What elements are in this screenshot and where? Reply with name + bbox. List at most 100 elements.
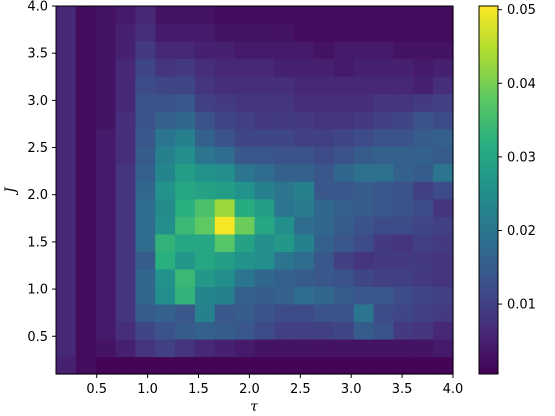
heatmap-cell	[314, 93, 335, 112]
heatmap-cell	[254, 321, 275, 340]
heatmap-cell	[214, 93, 236, 112]
heatmap-cell	[393, 198, 414, 217]
heatmap-cell	[214, 268, 236, 287]
heatmap-cell	[56, 58, 77, 77]
heatmap-cell	[333, 23, 355, 42]
heatmap-cell	[175, 76, 196, 95]
heatmap-cell	[393, 356, 414, 375]
heatmap-cell	[353, 146, 375, 165]
heatmap-cell	[95, 41, 117, 60]
heatmap-cell	[214, 146, 236, 165]
heatmap-cell	[393, 181, 414, 200]
heatmap-cell	[433, 356, 454, 375]
heatmap-cell	[274, 216, 295, 235]
heatmap-cell	[393, 338, 414, 358]
heatmap-cell	[433, 76, 454, 95]
x-tick-label: 1.5	[188, 382, 209, 397]
heatmap-cell	[194, 286, 216, 305]
heatmap-cell	[115, 198, 136, 217]
heatmap-cell	[175, 23, 196, 42]
heatmap-cell	[194, 303, 216, 323]
y-tick-label: 2.0	[27, 188, 48, 203]
heatmap-cell	[56, 146, 77, 165]
y-tick-label: 3.0	[27, 94, 48, 109]
heatmap-cell	[75, 58, 97, 77]
heatmap-cell	[194, 321, 216, 340]
heatmap-cell	[333, 163, 355, 182]
heatmap-cell	[413, 198, 434, 217]
heatmap-cell	[274, 128, 295, 147]
heatmap-cell	[135, 58, 156, 77]
heatmap-cell	[314, 146, 335, 165]
heatmap-cell	[433, 41, 454, 60]
heatmap-cell	[413, 286, 434, 305]
heatmap-cell	[373, 163, 395, 182]
heatmap-cell	[95, 181, 117, 200]
x-tick-label: 2.0	[239, 382, 260, 397]
heatmap-cell	[234, 286, 256, 305]
heatmap-cell	[194, 338, 216, 358]
heatmap-cell	[393, 23, 414, 42]
heatmap-cell	[135, 128, 156, 147]
heatmap-cell	[373, 338, 395, 358]
heatmap-cell	[294, 251, 315, 270]
heatmap-cell	[194, 23, 216, 42]
heatmap-cell	[413, 216, 434, 235]
heatmap-cell	[294, 181, 315, 200]
heatmap-cell	[314, 128, 335, 147]
heatmap-cell	[75, 321, 97, 340]
heatmap-cell	[135, 41, 156, 60]
heatmap-cell	[234, 163, 256, 182]
heatmap-cell	[234, 93, 256, 112]
heatmap-cell	[234, 6, 256, 25]
heatmap-cell	[56, 163, 77, 182]
heatmap-cell	[294, 321, 315, 340]
heatmap-cell	[353, 233, 375, 252]
heatmap-cell	[333, 356, 355, 375]
heatmap-cell	[294, 128, 315, 147]
heatmap-cell	[294, 58, 315, 77]
heatmap-cell	[194, 233, 216, 252]
heatmap-cell	[75, 286, 97, 305]
heatmap-cell	[56, 338, 77, 358]
heatmap-cell	[155, 338, 176, 358]
heatmap-cell	[433, 198, 454, 217]
heatmap-cell	[75, 338, 97, 358]
heatmap-cell	[115, 41, 136, 60]
heatmap-cell	[175, 286, 196, 305]
heatmap-cell	[95, 356, 117, 375]
heatmap-cell	[214, 181, 236, 200]
heatmap-cell	[333, 303, 355, 323]
heatmap-cell	[373, 93, 395, 112]
heatmap-cell	[314, 198, 335, 217]
heatmap-cell	[274, 338, 295, 358]
heatmap-cell	[155, 216, 176, 235]
heatmap-cell	[194, 251, 216, 270]
heatmap-cell	[433, 163, 454, 182]
heatmap-cell	[75, 181, 97, 200]
heatmap-cell	[155, 111, 176, 130]
x-tick-label: 0.5	[86, 382, 107, 397]
heatmap-cell	[194, 268, 216, 287]
heatmap-cell	[254, 286, 275, 305]
heatmap-cell	[234, 216, 256, 235]
x-axis: 0.5 1.0 1.5 2.0 2.5 3.0 3.5 4.0	[86, 374, 463, 397]
heatmap-cell	[135, 198, 156, 217]
heatmap-cell	[75, 216, 97, 235]
heatmap-cell	[135, 76, 156, 95]
heatmap-cell	[175, 111, 196, 130]
heatmap-cells	[56, 6, 454, 375]
heatmap-cell	[433, 321, 454, 340]
y-tick-label: 2.5	[27, 141, 48, 156]
heatmap-cell	[95, 286, 117, 305]
heatmap-cell	[75, 163, 97, 182]
heatmap-cell	[214, 58, 236, 77]
heatmap-cell	[294, 338, 315, 358]
y-tick-label: 4.0	[27, 0, 48, 15]
heatmap-cell	[333, 41, 355, 60]
heatmap-cell	[294, 198, 315, 217]
heatmap-cell	[433, 93, 454, 112]
heatmap-cell	[135, 163, 156, 182]
heatmap-cell	[353, 321, 375, 340]
heatmap-cell	[373, 286, 395, 305]
